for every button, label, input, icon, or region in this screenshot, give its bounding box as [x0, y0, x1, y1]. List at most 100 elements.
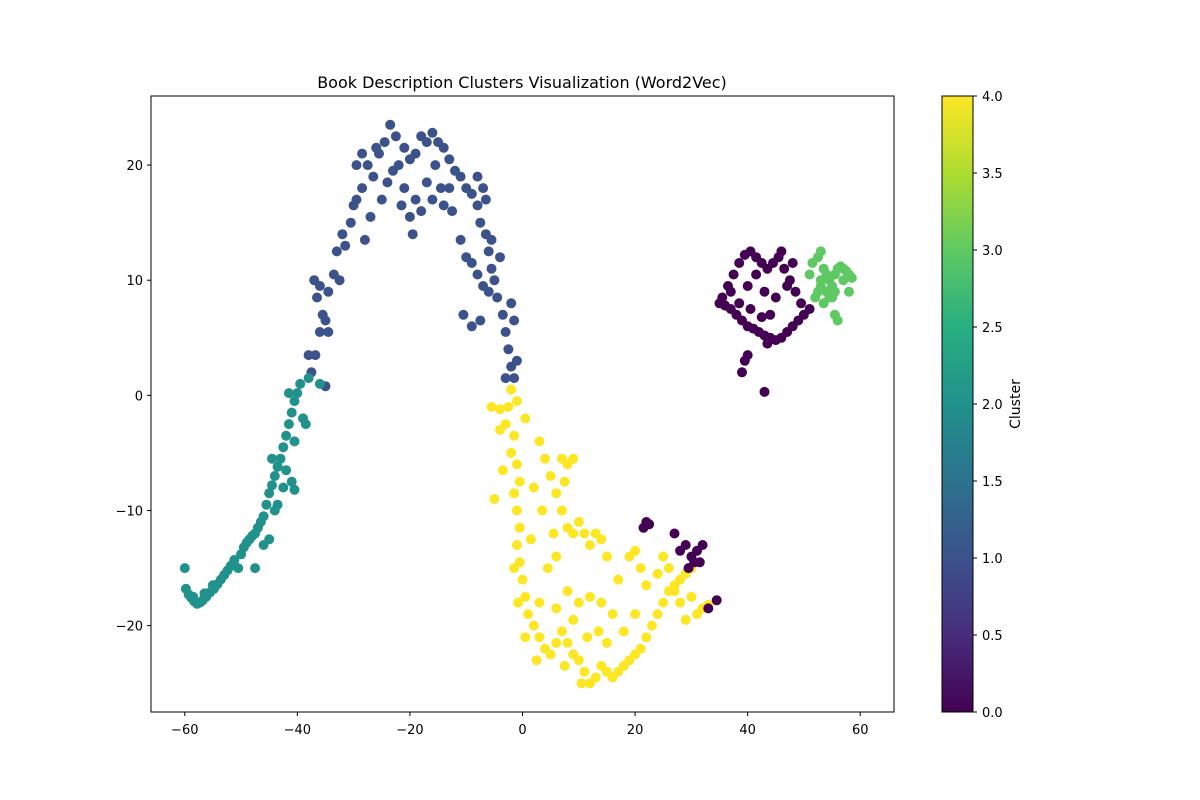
cluster-4-point [514, 476, 525, 487]
cluster-0-point [804, 304, 815, 314]
cluster-0-point [737, 367, 747, 378]
cluster-4-point [590, 672, 601, 683]
x-tick-label: 40 [739, 723, 756, 738]
cluster-2-point [283, 419, 294, 430]
cluster-2-point [283, 388, 294, 399]
cluster-4-point [551, 637, 562, 648]
cluster-1-point [312, 292, 322, 303]
cluster-1-point [416, 206, 427, 217]
cluster-1-point [509, 315, 520, 326]
cluster-4-point [663, 563, 674, 574]
cluster-1-point [323, 327, 334, 337]
cluster-0-point [765, 309, 776, 320]
cluster-1-point [500, 327, 511, 337]
cluster-1-point [483, 246, 494, 257]
cluster-4-point [593, 626, 604, 637]
colorbar-tick-label: 3.0 [982, 244, 1003, 259]
colorbar-tick-label: 1.5 [982, 475, 1003, 490]
cluster-4-point [534, 436, 545, 447]
cluster-4-point [585, 540, 595, 550]
cluster-2-point [289, 436, 300, 447]
cluster-1-point [466, 258, 477, 268]
cluster-1-point [376, 194, 387, 205]
cluster-3-point [818, 298, 829, 309]
cluster-4-point [635, 643, 646, 654]
cluster-1-point [379, 137, 390, 148]
cluster-1-point [421, 177, 432, 188]
y-tick-label: 10 [126, 274, 143, 289]
cluster-4-point [551, 551, 562, 562]
plot-frame [150, 95, 895, 713]
cluster-1-point [492, 292, 503, 303]
cluster-4-point [511, 396, 522, 407]
cluster-1-point [475, 315, 486, 326]
cluster-0-point [680, 540, 691, 550]
cluster-3-point [832, 315, 843, 326]
cluster-1-point [399, 183, 410, 194]
cluster-0-point [787, 258, 798, 268]
cluster-2-point [278, 442, 289, 453]
cluster-3-point [815, 275, 826, 286]
x-tick-label: −20 [396, 723, 423, 738]
cluster-1-point [323, 286, 334, 297]
cluster-4-point [506, 384, 517, 395]
cluster-4-point [523, 609, 534, 620]
cluster-2-point [286, 476, 297, 487]
x-axis: −60 −40 −20 0 20 40 60 [171, 712, 869, 738]
x-tick-label: −40 [284, 723, 311, 738]
cluster-1-point [438, 200, 449, 211]
cluster-4-point [596, 534, 607, 545]
cluster-2-point [258, 511, 269, 522]
cluster-1-point [506, 298, 517, 309]
cluster-0-point [751, 269, 762, 280]
cluster-1-point [365, 211, 376, 222]
cluster-4-point [562, 637, 573, 648]
cluster-1-point [483, 286, 494, 297]
cluster-0-point [694, 557, 705, 568]
cluster-4-point [568, 453, 579, 464]
cluster-3-point [844, 286, 854, 297]
cluster-2-point [289, 484, 300, 495]
cluster-4-point [545, 649, 556, 660]
cluster-4-point [573, 517, 584, 527]
cluster-4-point [576, 678, 587, 689]
cluster-1-point [357, 148, 368, 159]
cluster-4-point [675, 597, 686, 608]
cluster-1-point [438, 142, 449, 153]
colorbar-tick-label: 4.0 [982, 90, 1003, 105]
colorbar [941, 95, 974, 713]
cluster-4-point [630, 545, 641, 556]
cluster-1-point [430, 160, 441, 171]
cluster-4-point [520, 632, 531, 643]
cluster-0-point [683, 563, 694, 574]
y-axis: −20 −10 0 10 20 [116, 159, 151, 635]
cluster-1-point [489, 275, 500, 286]
cluster-0-point [728, 269, 739, 280]
cluster-4-point [568, 528, 579, 539]
cluster-0-point [714, 298, 725, 309]
cluster-4-point [517, 574, 528, 585]
cluster-2-point [278, 482, 289, 493]
data-points [179, 119, 857, 689]
cluster-3-point [810, 292, 821, 303]
cluster-1-point [359, 234, 370, 245]
cluster-0-point [782, 281, 793, 291]
cluster-4-point [545, 471, 556, 481]
cluster-1-point [385, 119, 396, 130]
cluster-2-point [300, 419, 311, 430]
cluster-1-point [495, 252, 505, 263]
cluster-1-point [314, 327, 325, 337]
cluster-4-point [647, 620, 657, 631]
chart-title: Book Description Clusters Visualization … [317, 73, 727, 92]
cluster-1-point [410, 148, 421, 159]
cluster-4-point [641, 580, 652, 591]
cluster-1-point [458, 309, 469, 320]
cluster-1-point [444, 183, 455, 194]
cluster-2-point [261, 499, 272, 510]
colorbar-tick-label: 2.0 [982, 398, 1003, 413]
cluster-0-point [742, 350, 753, 361]
x-tick-label: 20 [627, 723, 644, 738]
colorbar-tick-label: 2.5 [982, 321, 1003, 336]
cluster-1-point [427, 127, 438, 138]
cluster-0-point [779, 263, 790, 274]
